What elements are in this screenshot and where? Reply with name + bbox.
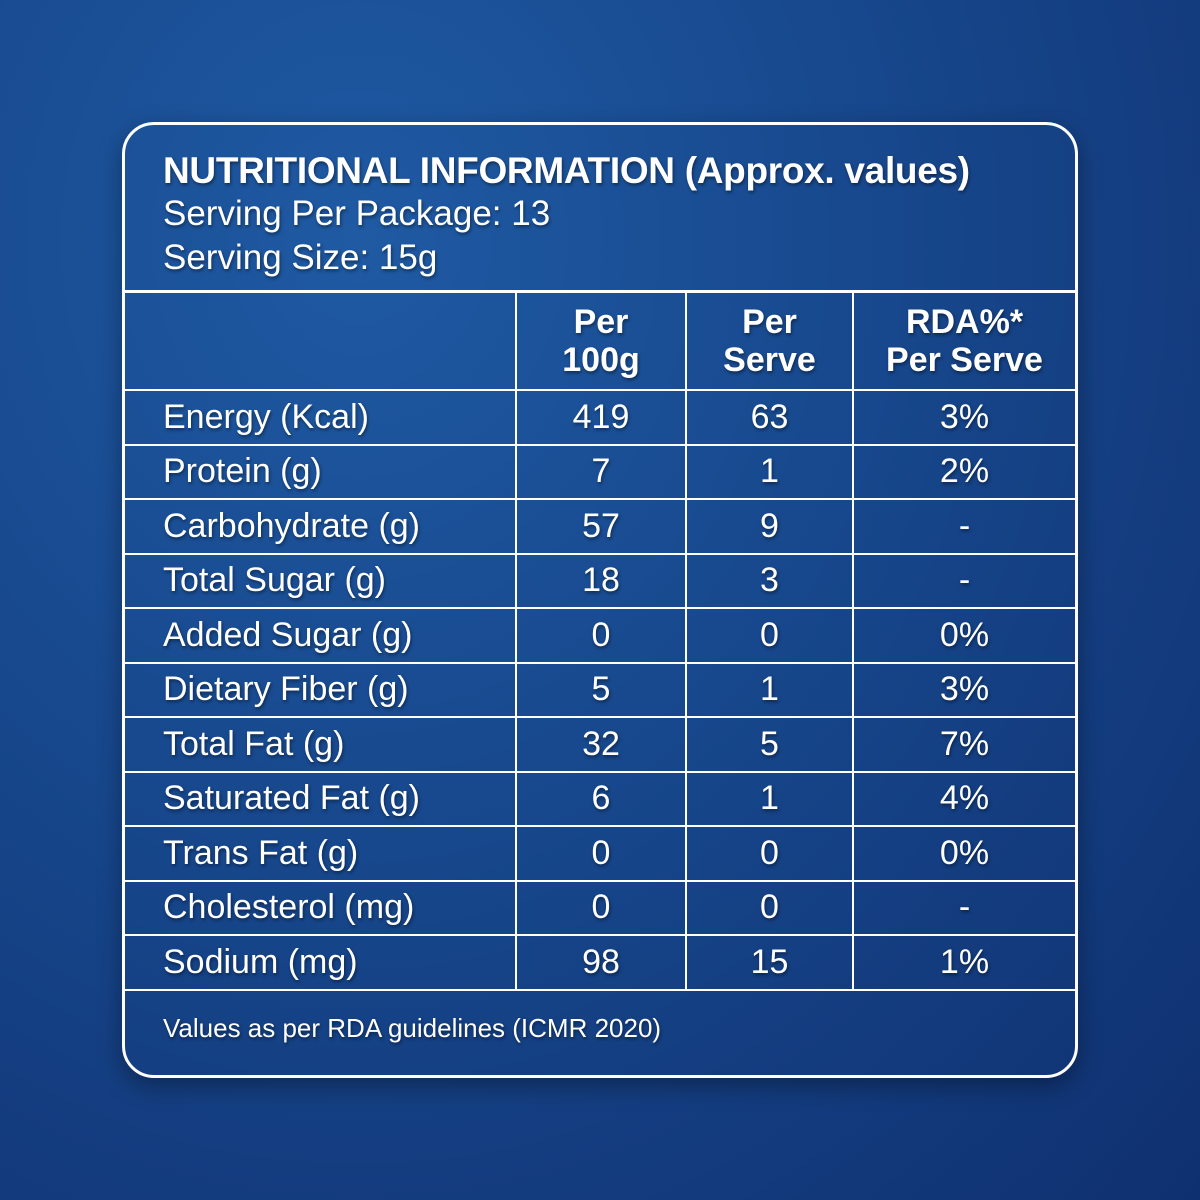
nutrient-name: Total Fat (g) (125, 716, 517, 773)
rda-value: 7% (852, 716, 1075, 773)
per-100g-value: 419 (515, 389, 687, 446)
nutrient-name: Energy (Kcal) (125, 389, 517, 446)
per-serve-value: 15 (685, 934, 854, 991)
per-100g-value: 0 (515, 825, 687, 882)
table-row: Trans Fat (g) 0 0 0% (125, 825, 1075, 882)
header-per-100g: Per 100g (515, 293, 687, 391)
per-serve-value: 1 (685, 661, 854, 718)
nutrient-name: Added Sugar (g) (125, 607, 517, 664)
table-row: Total Sugar (g) 18 3- (125, 552, 1075, 609)
header-rda-per-serve: RDA%* Per Serve (852, 293, 1075, 391)
table-row: Added Sugar (g) 0 0 0% (125, 607, 1075, 664)
rda-value: 0% (852, 607, 1075, 664)
table-row: Saturated Fat (g) 6 1 4% (125, 770, 1075, 827)
label-header: NUTRITIONAL INFORMATION (Approx. values)… (125, 125, 1075, 293)
serving-per-package: Serving Per Package: 13 (163, 194, 551, 233)
header-per-serve: Per Serve (685, 293, 854, 391)
nutrient-name: Protein (g) (125, 443, 517, 500)
per-100g-value: 7 (515, 443, 687, 500)
serving-size: Serving Size: 15g (163, 238, 438, 277)
table-row: Cholesterol (mg) 0 0- (125, 879, 1075, 936)
nutrition-label-card: NUTRITIONAL INFORMATION (Approx. values)… (122, 122, 1078, 1078)
per-100g-value: 32 (515, 716, 687, 773)
nutrient-name: Carbohydrate (g) (125, 498, 517, 555)
table-row: Total Fat (g) 32 5 7% (125, 716, 1075, 773)
per-serve-value: 1 (685, 443, 854, 500)
table-row: Sodium (mg) 98 15 1% (125, 934, 1075, 991)
nutrient-name: Trans Fat (g) (125, 825, 517, 882)
header-nutrient (125, 293, 517, 391)
table-row: Energy (Kcal) 419 63 3% (125, 389, 1075, 446)
nutrient-name: Sodium (mg) (125, 934, 517, 991)
per-100g-value: 0 (515, 879, 687, 936)
label-title: NUTRITIONAL INFORMATION (Approx. values) (163, 150, 970, 191)
per-serve-value: 9 (685, 498, 854, 555)
per-100g-value: 0 (515, 607, 687, 664)
per-serve-value: 1 (685, 770, 854, 827)
per-100g-value: 98 (515, 934, 687, 991)
per-serve-value: 63 (685, 389, 854, 446)
rda-value: - (852, 552, 1075, 609)
footnote: Values as per RDA guidelines (ICMR 2020) (163, 1012, 662, 1043)
per-serve-value: 0 (685, 825, 854, 882)
nutrient-name: Total Sugar (g) (125, 552, 517, 609)
table-header-row: Per 100g Per Serve RDA%* Per Serve (125, 293, 1075, 391)
table-row: Protein (g) 7 1 2% (125, 443, 1075, 500)
rda-value: 0% (852, 825, 1075, 882)
rda-value: 3% (852, 389, 1075, 446)
per-serve-value: 3 (685, 552, 854, 609)
rda-value: 3% (852, 661, 1075, 718)
nutrient-name: Dietary Fiber (g) (125, 661, 517, 718)
rda-value: 4% (852, 770, 1075, 827)
table-row: Dietary Fiber (g) 5 1 3% (125, 661, 1075, 718)
per-serve-value: 0 (685, 879, 854, 936)
rda-value: - (852, 879, 1075, 936)
nutrition-table: Per 100g Per Serve RDA%* Per Serve Energy (… (125, 293, 1075, 991)
table-row: Carbohydrate (g) 57 9- (125, 498, 1075, 555)
rda-value: 2% (852, 443, 1075, 500)
per-serve-value: 0 (685, 607, 854, 664)
per-100g-value: 18 (515, 552, 687, 609)
rda-value: 1% (852, 934, 1075, 991)
rda-value: - (852, 498, 1075, 555)
per-100g-value: 5 (515, 661, 687, 718)
per-serve-value: 5 (685, 716, 854, 773)
per-100g-value: 6 (515, 770, 687, 827)
nutrient-name: Cholesterol (mg) (125, 879, 517, 936)
nutrient-name: Saturated Fat (g) (125, 770, 517, 827)
per-100g-value: 57 (515, 498, 687, 555)
